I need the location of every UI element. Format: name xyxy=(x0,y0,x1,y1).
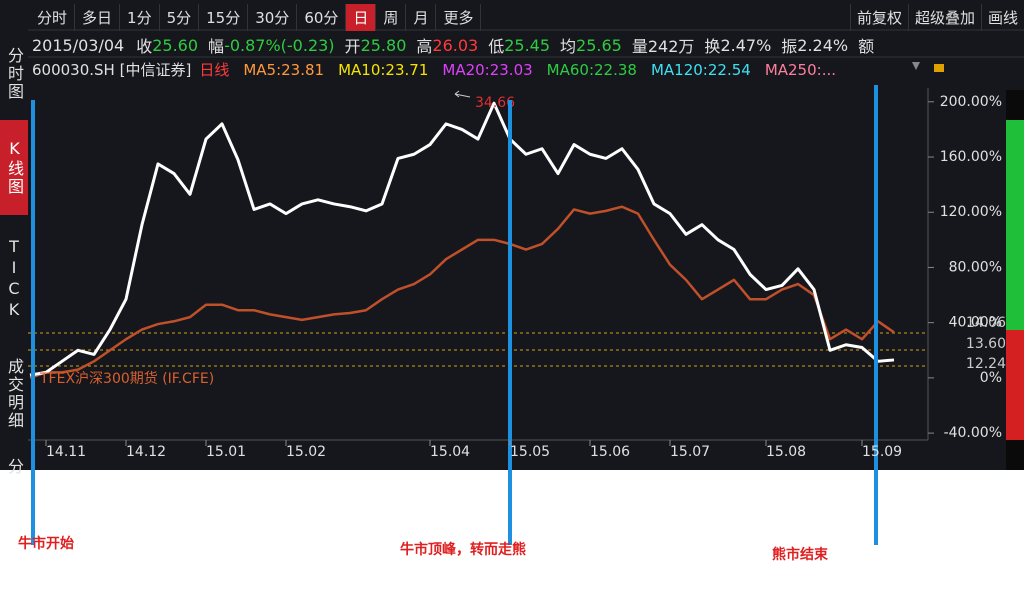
dropdown-icon xyxy=(912,62,920,70)
info-value: 25.80 xyxy=(360,35,407,55)
info-label: 幅 xyxy=(208,37,225,56)
tab[interactable]: 5分 xyxy=(160,4,200,31)
info-value: -0.87%(-0.23) xyxy=(224,35,335,55)
ma-label: MA250:... xyxy=(764,60,837,79)
info-value: 2.24% xyxy=(797,35,849,55)
ma-label: MA5:23.81 xyxy=(243,60,325,79)
tab[interactable]: 60分 xyxy=(297,4,347,31)
info-value: 242万 xyxy=(647,37,695,56)
series-line xyxy=(29,205,895,380)
side-strip-green xyxy=(1006,120,1024,330)
info-value: 25.60 xyxy=(152,35,199,55)
reference-label: 13.60 xyxy=(966,336,1006,352)
x-tick-label: 15.06 xyxy=(590,444,630,460)
tab[interactable]: 1分 xyxy=(120,4,160,31)
info-value: 26.03 xyxy=(432,35,479,55)
annotation: 熊市结束 xyxy=(772,546,829,563)
ma-label: 日线 xyxy=(199,61,230,79)
date: 2015/03/04 xyxy=(32,35,125,55)
ma-label: MA120:22.54 xyxy=(650,60,751,79)
info-label: 开 xyxy=(344,37,361,56)
x-tick-label: 15.09 xyxy=(862,444,902,460)
info-bar: 2015/03/04 收 25.60 幅 -0.87%(-0.23) 开 25.80 高 26.… xyxy=(32,33,874,57)
info-label: 振 xyxy=(781,37,798,56)
info-label: 收 xyxy=(136,37,153,56)
side-tab[interactable]: K线图 xyxy=(0,120,28,215)
info-label: 低 xyxy=(488,37,505,56)
annotation: 牛市顶峰，转而走熊 xyxy=(400,541,526,558)
lock-icon xyxy=(934,64,944,72)
y-tick-label: -40.00% xyxy=(944,425,1002,441)
info-label: 高 xyxy=(416,37,433,56)
period-tabs: 分时 多日 1分 5分 15分 30分 60分日周月更多 xyxy=(30,4,482,31)
tab[interactable]: 多日 xyxy=(75,4,121,31)
peak-arrow xyxy=(454,90,471,98)
ma-row: 600030.SH [中信证券] 日线 MA5:23.81 MA10:23.71 MA2… xyxy=(32,59,850,80)
x-tick-label: 15.05 xyxy=(510,444,550,460)
x-tick-label: 15.07 xyxy=(670,444,710,460)
info-label: 均 xyxy=(560,37,577,56)
info-value: 25.65 xyxy=(576,35,622,55)
series-label: TFEX沪深300期货 (IF.CFE) xyxy=(39,370,214,387)
annotation: 牛市开始 xyxy=(18,535,74,552)
tool-button[interactable]: 超级叠加 xyxy=(907,4,981,31)
info-label: 额 xyxy=(858,37,875,56)
info-value: 25.45 xyxy=(504,35,551,55)
series-line xyxy=(29,101,895,377)
tab[interactable]: 分时 xyxy=(30,4,76,31)
tool-button[interactable]: 前复权 xyxy=(849,4,908,31)
tab[interactable]: 15分 xyxy=(199,4,249,31)
side-tab[interactable]: 分 xyxy=(5,458,24,476)
sidebar: 分时图 K线图 TICK 成交明细分 xyxy=(0,34,28,482)
y-tick-label: 80.00% xyxy=(949,259,1002,275)
y-tick-label: 0% xyxy=(980,370,1002,386)
reference-lines: 14.06 13.60 12.24 xyxy=(28,315,1006,372)
x-tick-label: 14.12 xyxy=(126,444,166,460)
y-tick-label: 160.00% xyxy=(940,149,1002,165)
y-tick-label: 40.00% xyxy=(949,315,1002,331)
info-value: 2.47% xyxy=(720,35,772,55)
ma-label: MA10:23.71 xyxy=(338,60,429,79)
tab[interactable]: 周 xyxy=(376,4,407,31)
tool-button[interactable]: 画线 xyxy=(980,4,1024,31)
y-tick-label: 200.00% xyxy=(940,94,1002,110)
side-tab[interactable]: 分时图 xyxy=(5,47,24,101)
ma-label: MA60:22.38 xyxy=(546,60,637,79)
side-strip-red xyxy=(1006,330,1024,440)
tab[interactable]: 月 xyxy=(406,4,437,31)
info-label: 换 xyxy=(704,37,721,56)
peak-annotation: 34.66 xyxy=(475,95,515,111)
x-tick-label: 15.01 xyxy=(206,444,246,460)
tab[interactable]: 30分 xyxy=(248,4,298,31)
side-tab[interactable]: TICK xyxy=(4,236,24,321)
x-tick-label: 15.08 xyxy=(766,444,806,460)
side-tab[interactable]: 成交明细 xyxy=(5,358,24,430)
info-label: 量 xyxy=(631,37,648,56)
plot xyxy=(29,101,895,380)
reference-label: 12.24 xyxy=(966,356,1006,372)
x-tick-label: 14.11 xyxy=(46,444,86,460)
tab[interactable]: 更多 xyxy=(436,4,482,31)
x-tick-label: 15.02 xyxy=(286,444,326,460)
tab[interactable]: 日 xyxy=(346,4,377,31)
reference-label: 14.06 xyxy=(966,315,1006,331)
series-name: 600030.SH [中信证券] xyxy=(32,61,192,79)
x-tick-label: 15.04 xyxy=(430,444,470,460)
right-tabs: 前复权 超级叠加 画线 xyxy=(849,4,1024,31)
y-tick-label: 120.00% xyxy=(940,204,1002,220)
ma-label: MA20:23.03 xyxy=(442,60,533,79)
